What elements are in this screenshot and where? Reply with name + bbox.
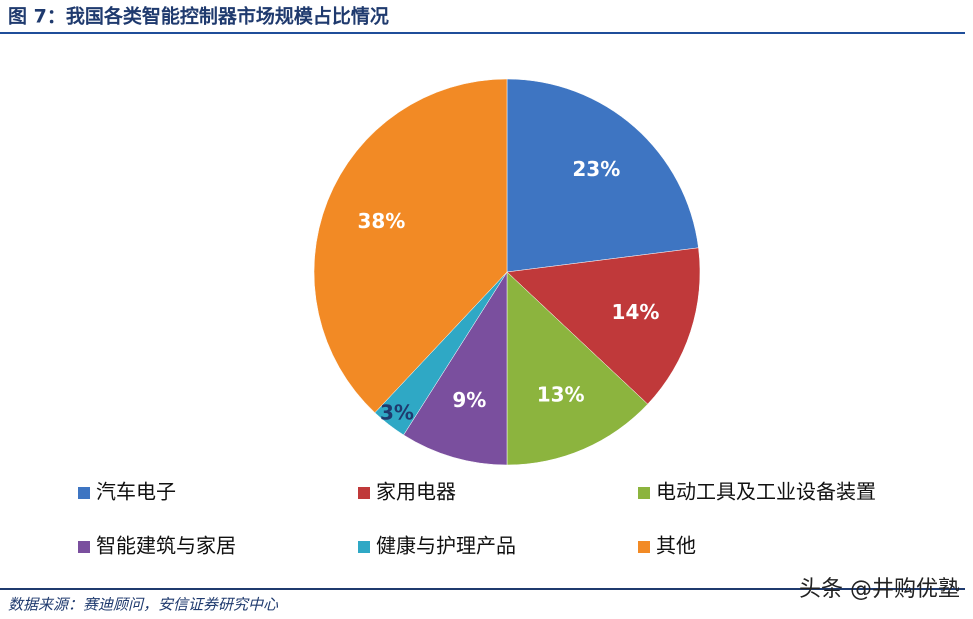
data-label: 23% [572,157,620,181]
data-label: 9% [452,388,486,412]
chart-title: 图 7：我国各类智能控制器市场规模占比情况 [8,5,389,28]
pie-slice [506,247,701,405]
legend-label: 电动工具及工业设备装置 [656,480,876,504]
pie-slice [506,271,649,466]
legend-label: 智能建筑与家居 [96,534,236,558]
legend-label: 健康与护理产品 [376,534,516,558]
legend-swatch [358,487,370,499]
watermark: 头条 @井购优塾 [799,577,960,602]
data-label: 13% [537,382,585,406]
legend-swatch [638,541,650,553]
data-label: 3% [380,400,414,424]
pie-slice [403,271,508,466]
legend-swatch [358,541,370,553]
legend-swatch [78,487,90,499]
legend-swatch [638,487,650,499]
data-label: 14% [612,300,660,324]
data-label: 38% [357,209,405,233]
legend-swatch [78,541,90,553]
pie-slice [506,78,699,273]
legend-label: 汽车电子 [96,480,176,504]
source: 数据来源：赛迪顾问，安信证券研究中心 [8,596,279,614]
legend-label: 家用电器 [376,480,456,504]
pie-slice [313,78,508,414]
legend-label: 其他 [656,534,696,558]
